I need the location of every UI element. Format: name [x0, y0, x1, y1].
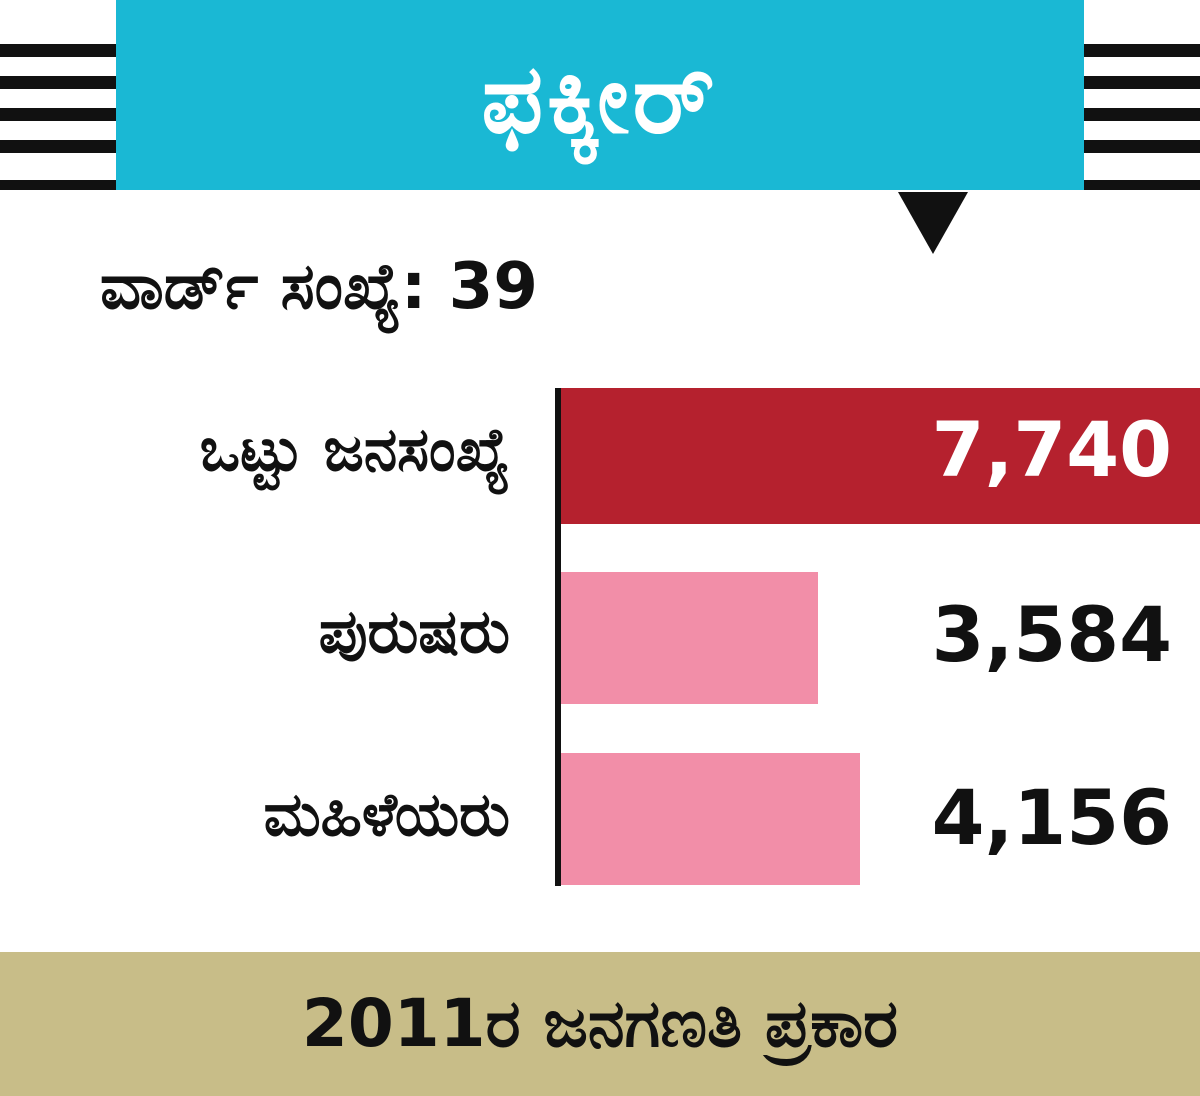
- category-label-1: ಪುರುಷರು: [318, 597, 510, 667]
- bar-1: [561, 572, 818, 704]
- footer-source: 2011ರ ಜನಗಣತಿ ಪ್ರಕಾರ: [301, 984, 899, 1062]
- ward-number: ವಾರ್ಡ್ ಸಂಖ್ಯೆ: 39: [100, 250, 538, 324]
- pointer-icon: [898, 192, 968, 254]
- header-stripes-left: [0, 40, 120, 200]
- value-label-2: 4,156: [931, 773, 1172, 862]
- bar-2: [561, 753, 860, 885]
- chart-title: ಫಕ್ಕೀರ್: [481, 43, 719, 155]
- value-label-0: 7,740: [931, 405, 1172, 494]
- category-label-0: ಒಟ್ಟು ಜನಸಂಖ್ಯೆ: [199, 415, 510, 485]
- bar-0: [561, 388, 1200, 524]
- category-label-2: ಮಹಿಳೆಯರು: [263, 780, 510, 850]
- title-banner: ಫಕ್ಕೀರ್: [116, 0, 1084, 190]
- header-stripes-right: [1080, 40, 1200, 200]
- footer-banner: 2011ರ ಜನಗಣತಿ ಪ್ರಕಾರ: [0, 952, 1200, 1096]
- value-label-1: 3,584: [931, 590, 1172, 679]
- chart-axis: [555, 388, 561, 886]
